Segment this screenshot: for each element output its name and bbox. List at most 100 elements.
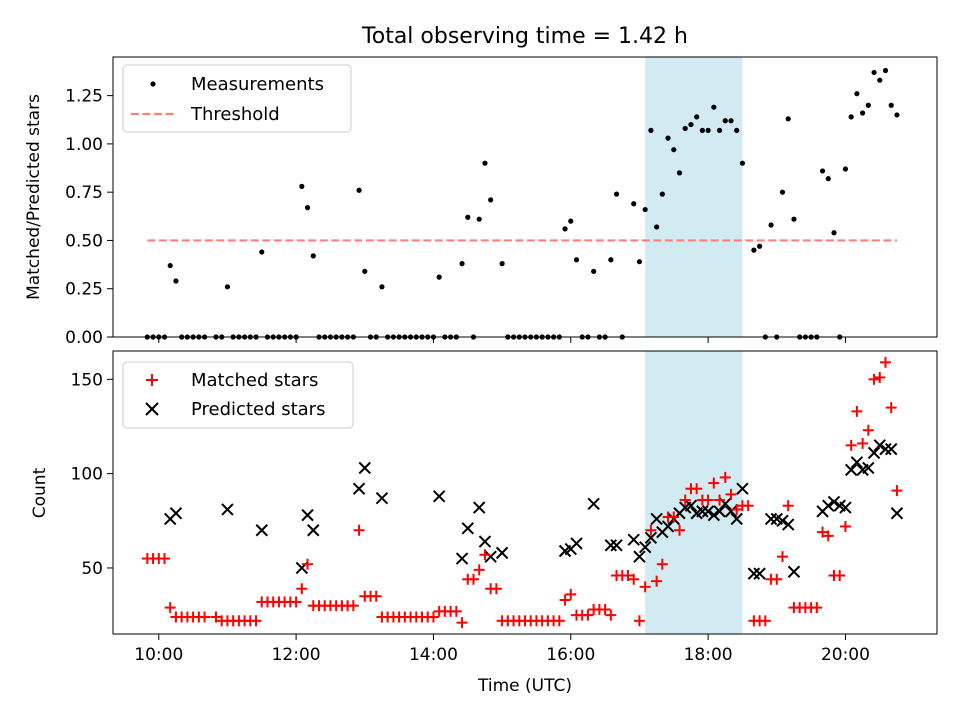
- matched-star-point: [599, 603, 611, 615]
- matched-star-point: [674, 524, 685, 536]
- matched-star-point: [199, 611, 211, 623]
- predicted-star-point: [873, 439, 886, 452]
- x-marker-stroke: [307, 524, 320, 537]
- matched-star-point: [857, 437, 869, 449]
- matched-star-point: [468, 573, 479, 585]
- predicted-star-point: [844, 463, 858, 477]
- measurement-point: [613, 191, 620, 197]
- bottom-y-axis-label: Count: [30, 467, 50, 518]
- predicted-star-point: [764, 512, 778, 526]
- predicted-star-point: [638, 541, 652, 554]
- predicted-star-point: [221, 503, 234, 516]
- matched-star-point: [370, 590, 382, 602]
- matched-star-point: [250, 615, 262, 627]
- matched-star-point: [347, 600, 359, 612]
- predicted-star-point: [822, 499, 835, 512]
- x-marker-stroke: [495, 546, 509, 560]
- measurement-point: [882, 67, 889, 74]
- measurement-point: [476, 216, 482, 222]
- predicted-star-point: [484, 550, 497, 563]
- measurement-point: [573, 257, 580, 263]
- x-marker-stroke: [633, 550, 646, 563]
- predicted-star-point: [867, 446, 881, 460]
- matched-star-point: [742, 500, 754, 512]
- measurement-point: [648, 127, 654, 133]
- matched-star-point: [582, 609, 594, 621]
- predicted-star-point: [455, 552, 469, 565]
- top-y-axis-label: Matched/Predicted stars: [24, 94, 44, 300]
- measurement-point: [642, 206, 648, 213]
- predicted-star-point: [604, 539, 618, 552]
- bottom-highlight-span: [645, 351, 743, 634]
- x-marker-stroke: [644, 531, 658, 544]
- top-y-tick-label: 1.25: [65, 87, 103, 107]
- measurement-point: [791, 216, 797, 222]
- matched-star-point: [164, 602, 176, 614]
- measurement-point: [888, 102, 894, 108]
- x-marker-stroke: [753, 567, 766, 580]
- predicted-star-point: [707, 508, 721, 522]
- predicted-star-point: [307, 524, 320, 537]
- bottom-legend-box: [122, 361, 354, 429]
- predicted-star-point: [587, 497, 600, 511]
- bottom-x-tick-label: 14:00: [409, 645, 458, 665]
- top-axes-frame: [112, 56, 938, 338]
- matched-star-point: [565, 588, 577, 600]
- predicted-star-point: [782, 518, 795, 531]
- measurement-point: [224, 284, 231, 290]
- predicted-star-point: [839, 501, 852, 514]
- measurement-point: [436, 274, 442, 280]
- matched-star-point: [731, 503, 743, 515]
- x-marker-stroke: [255, 524, 268, 537]
- matched-star-point: [473, 564, 485, 576]
- x-marker-stroke: [862, 461, 875, 475]
- predicted-star-point: [644, 531, 658, 544]
- measurement-point: [568, 218, 574, 224]
- matched-star-point: [450, 605, 462, 617]
- top-tick-layer: 0.00 0.25 0.50 0.75 1.00 1.25: [65, 87, 846, 348]
- matched-star-point: [479, 549, 491, 561]
- x-marker-stroke: [610, 539, 623, 552]
- measurement-point: [848, 114, 854, 120]
- measurement-point: [716, 127, 723, 133]
- legend-predicted-marker: [145, 402, 159, 416]
- measurement-point: [259, 249, 265, 255]
- measurement-point: [682, 125, 688, 132]
- x-marker-stroke: [627, 533, 640, 546]
- matched-star-point: [456, 617, 468, 629]
- x-marker-stroke: [701, 505, 715, 518]
- predicted-star-point: [461, 522, 474, 535]
- matched-star-point: [639, 581, 651, 593]
- predicted-star-point: [879, 442, 892, 456]
- matched-star-point: [714, 494, 726, 506]
- matched-star-point: [777, 551, 788, 563]
- matched-star-point: [302, 558, 314, 570]
- bottom-y-tick-label: 150: [71, 370, 103, 390]
- x-marker-stroke: [604, 539, 618, 552]
- x-marker-stroke: [782, 518, 795, 531]
- matched-star-point: [719, 471, 731, 483]
- predicted-star-point: [473, 501, 486, 514]
- top-legend-box: [122, 64, 352, 133]
- measurement-point: [591, 268, 597, 274]
- measurement-point: [688, 121, 694, 128]
- predicted-star-point: [661, 520, 675, 533]
- matched-star-point: [605, 609, 617, 621]
- x-marker-stroke: [169, 507, 183, 520]
- measurement-point: [362, 268, 368, 274]
- bottom-highlight-layer: [645, 351, 743, 634]
- x-marker-stroke: [822, 499, 835, 512]
- top-y-tick-label: 1.00: [65, 135, 103, 155]
- x-marker-stroke: [375, 491, 389, 505]
- x-marker-stroke: [885, 442, 898, 456]
- predicted-star-point: [358, 461, 371, 475]
- x-marker-stroke: [879, 442, 892, 456]
- top-highlight-layer: [645, 57, 743, 337]
- measurement-point: [459, 261, 465, 267]
- predicted-star-point: [862, 461, 875, 475]
- matched-star-point: [880, 356, 891, 368]
- x-marker-stroke: [850, 456, 864, 469]
- x-marker-stroke: [696, 505, 709, 518]
- count-panel: 50 100 150 10:00 12:00 14:00 16:00 18:00 20:00 C…: [30, 350, 938, 696]
